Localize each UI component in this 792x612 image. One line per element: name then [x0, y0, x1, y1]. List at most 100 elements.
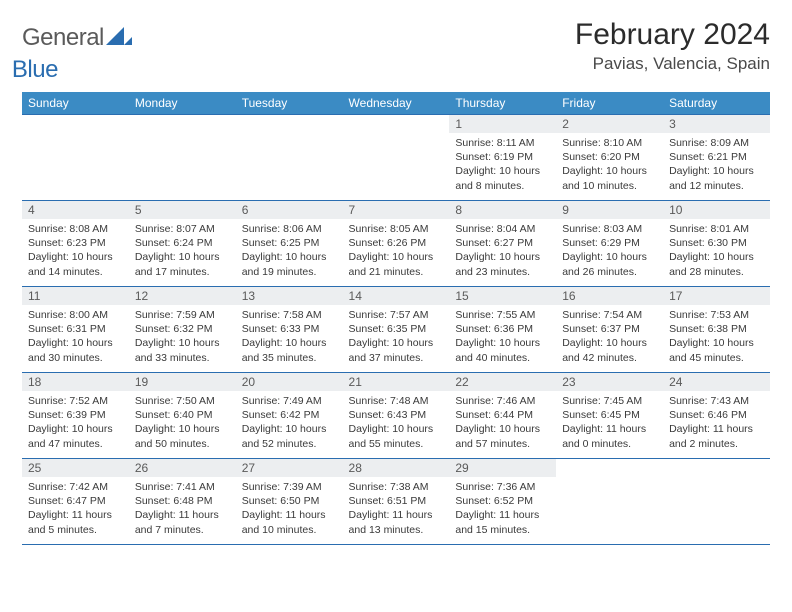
- day-details: Sunrise: 7:53 AMSunset: 6:38 PMDaylight:…: [663, 305, 770, 369]
- calendar-cell: [343, 115, 450, 201]
- day-details: Sunrise: 7:57 AMSunset: 6:35 PMDaylight:…: [343, 305, 450, 369]
- day-details: Sunrise: 7:45 AMSunset: 6:45 PMDaylight:…: [556, 391, 663, 455]
- day-number: 23: [556, 373, 663, 391]
- calendar-cell: 29Sunrise: 7:36 AMSunset: 6:52 PMDayligh…: [449, 459, 556, 545]
- day-details: Sunrise: 7:36 AMSunset: 6:52 PMDaylight:…: [449, 477, 556, 541]
- day-number: 12: [129, 287, 236, 305]
- day-number: 7: [343, 201, 450, 219]
- calendar-cell: 22Sunrise: 7:46 AMSunset: 6:44 PMDayligh…: [449, 373, 556, 459]
- calendar-cell: 9Sunrise: 8:03 AMSunset: 6:29 PMDaylight…: [556, 201, 663, 287]
- calendar-cell: [663, 459, 770, 545]
- day-number: 5: [129, 201, 236, 219]
- calendar-cell: 17Sunrise: 7:53 AMSunset: 6:38 PMDayligh…: [663, 287, 770, 373]
- calendar-cell: 12Sunrise: 7:59 AMSunset: 6:32 PMDayligh…: [129, 287, 236, 373]
- day-number: 25: [22, 459, 129, 477]
- day-details: Sunrise: 7:52 AMSunset: 6:39 PMDaylight:…: [22, 391, 129, 455]
- day-number: 1: [449, 115, 556, 133]
- day-header-sunday: Sunday: [22, 92, 129, 115]
- day-number: 10: [663, 201, 770, 219]
- title-block: February 2024 Pavias, Valencia, Spain: [575, 18, 770, 74]
- calendar-cell: 3Sunrise: 8:09 AMSunset: 6:21 PMDaylight…: [663, 115, 770, 201]
- calendar-week: 11Sunrise: 8:00 AMSunset: 6:31 PMDayligh…: [22, 287, 770, 373]
- logo-triangle-icon: [106, 24, 132, 52]
- day-header-monday: Monday: [129, 92, 236, 115]
- day-number: 8: [449, 201, 556, 219]
- calendar-cell: [556, 459, 663, 545]
- calendar-cell: 15Sunrise: 7:55 AMSunset: 6:36 PMDayligh…: [449, 287, 556, 373]
- logo: General: [22, 24, 132, 52]
- calendar-week: 4Sunrise: 8:08 AMSunset: 6:23 PMDaylight…: [22, 201, 770, 287]
- calendar-cell: 8Sunrise: 8:04 AMSunset: 6:27 PMDaylight…: [449, 201, 556, 287]
- day-details: Sunrise: 8:00 AMSunset: 6:31 PMDaylight:…: [22, 305, 129, 369]
- day-details: Sunrise: 7:41 AMSunset: 6:48 PMDaylight:…: [129, 477, 236, 541]
- calendar-cell: 2Sunrise: 8:10 AMSunset: 6:20 PMDaylight…: [556, 115, 663, 201]
- calendar-cell: 14Sunrise: 7:57 AMSunset: 6:35 PMDayligh…: [343, 287, 450, 373]
- calendar-cell: 26Sunrise: 7:41 AMSunset: 6:48 PMDayligh…: [129, 459, 236, 545]
- day-number: 3: [663, 115, 770, 133]
- day-details: Sunrise: 8:11 AMSunset: 6:19 PMDaylight:…: [449, 133, 556, 197]
- calendar-cell: [236, 115, 343, 201]
- day-number: 24: [663, 373, 770, 391]
- day-details: Sunrise: 7:48 AMSunset: 6:43 PMDaylight:…: [343, 391, 450, 455]
- calendar-cell: 24Sunrise: 7:43 AMSunset: 6:46 PMDayligh…: [663, 373, 770, 459]
- day-header-friday: Friday: [556, 92, 663, 115]
- day-number: 14: [343, 287, 450, 305]
- day-number: 29: [449, 459, 556, 477]
- day-details: Sunrise: 7:39 AMSunset: 6:50 PMDaylight:…: [236, 477, 343, 541]
- day-number: 22: [449, 373, 556, 391]
- day-number: 4: [22, 201, 129, 219]
- month-title: February 2024: [575, 18, 770, 52]
- day-details: Sunrise: 7:58 AMSunset: 6:33 PMDaylight:…: [236, 305, 343, 369]
- calendar-cell: [129, 115, 236, 201]
- day-header-wednesday: Wednesday: [343, 92, 450, 115]
- day-number: 26: [129, 459, 236, 477]
- day-details: Sunrise: 8:06 AMSunset: 6:25 PMDaylight:…: [236, 219, 343, 283]
- calendar-cell: 5Sunrise: 8:07 AMSunset: 6:24 PMDaylight…: [129, 201, 236, 287]
- calendar-body: 1Sunrise: 8:11 AMSunset: 6:19 PMDaylight…: [22, 115, 770, 545]
- calendar-cell: 7Sunrise: 8:05 AMSunset: 6:26 PMDaylight…: [343, 201, 450, 287]
- logo-text-blue: Blue: [12, 56, 58, 84]
- day-number: 17: [663, 287, 770, 305]
- calendar-cell: 13Sunrise: 7:58 AMSunset: 6:33 PMDayligh…: [236, 287, 343, 373]
- day-details: Sunrise: 8:01 AMSunset: 6:30 PMDaylight:…: [663, 219, 770, 283]
- day-details: Sunrise: 7:38 AMSunset: 6:51 PMDaylight:…: [343, 477, 450, 541]
- day-header-saturday: Saturday: [663, 92, 770, 115]
- calendar-week: 25Sunrise: 7:42 AMSunset: 6:47 PMDayligh…: [22, 459, 770, 545]
- day-number: 2: [556, 115, 663, 133]
- day-number: 20: [236, 373, 343, 391]
- day-details: Sunrise: 7:59 AMSunset: 6:32 PMDaylight:…: [129, 305, 236, 369]
- calendar-cell: 20Sunrise: 7:49 AMSunset: 6:42 PMDayligh…: [236, 373, 343, 459]
- day-number: 21: [343, 373, 450, 391]
- day-details: Sunrise: 8:08 AMSunset: 6:23 PMDaylight:…: [22, 219, 129, 283]
- day-details: Sunrise: 7:54 AMSunset: 6:37 PMDaylight:…: [556, 305, 663, 369]
- calendar-cell: 1Sunrise: 8:11 AMSunset: 6:19 PMDaylight…: [449, 115, 556, 201]
- day-number: 28: [343, 459, 450, 477]
- calendar-table: SundayMondayTuesdayWednesdayThursdayFrid…: [22, 92, 770, 545]
- day-details: Sunrise: 8:09 AMSunset: 6:21 PMDaylight:…: [663, 133, 770, 197]
- day-details: Sunrise: 8:10 AMSunset: 6:20 PMDaylight:…: [556, 133, 663, 197]
- day-number: 27: [236, 459, 343, 477]
- day-details: Sunrise: 8:03 AMSunset: 6:29 PMDaylight:…: [556, 219, 663, 283]
- day-details: Sunrise: 7:55 AMSunset: 6:36 PMDaylight:…: [449, 305, 556, 369]
- calendar-week: 1Sunrise: 8:11 AMSunset: 6:19 PMDaylight…: [22, 115, 770, 201]
- calendar-cell: 27Sunrise: 7:39 AMSunset: 6:50 PMDayligh…: [236, 459, 343, 545]
- calendar-cell: 21Sunrise: 7:48 AMSunset: 6:43 PMDayligh…: [343, 373, 450, 459]
- day-number: 18: [22, 373, 129, 391]
- calendar-cell: [22, 115, 129, 201]
- day-number: 6: [236, 201, 343, 219]
- day-details: Sunrise: 8:07 AMSunset: 6:24 PMDaylight:…: [129, 219, 236, 283]
- calendar-cell: 10Sunrise: 8:01 AMSunset: 6:30 PMDayligh…: [663, 201, 770, 287]
- calendar-cell: 6Sunrise: 8:06 AMSunset: 6:25 PMDaylight…: [236, 201, 343, 287]
- day-details: Sunrise: 8:05 AMSunset: 6:26 PMDaylight:…: [343, 219, 450, 283]
- day-details: Sunrise: 7:46 AMSunset: 6:44 PMDaylight:…: [449, 391, 556, 455]
- day-number: 9: [556, 201, 663, 219]
- day-number: 16: [556, 287, 663, 305]
- day-number: 11: [22, 287, 129, 305]
- calendar-cell: 25Sunrise: 7:42 AMSunset: 6:47 PMDayligh…: [22, 459, 129, 545]
- calendar-cell: 18Sunrise: 7:52 AMSunset: 6:39 PMDayligh…: [22, 373, 129, 459]
- day-number: 13: [236, 287, 343, 305]
- calendar-week: 18Sunrise: 7:52 AMSunset: 6:39 PMDayligh…: [22, 373, 770, 459]
- calendar-cell: 19Sunrise: 7:50 AMSunset: 6:40 PMDayligh…: [129, 373, 236, 459]
- day-details: Sunrise: 7:42 AMSunset: 6:47 PMDaylight:…: [22, 477, 129, 541]
- day-details: Sunrise: 8:04 AMSunset: 6:27 PMDaylight:…: [449, 219, 556, 283]
